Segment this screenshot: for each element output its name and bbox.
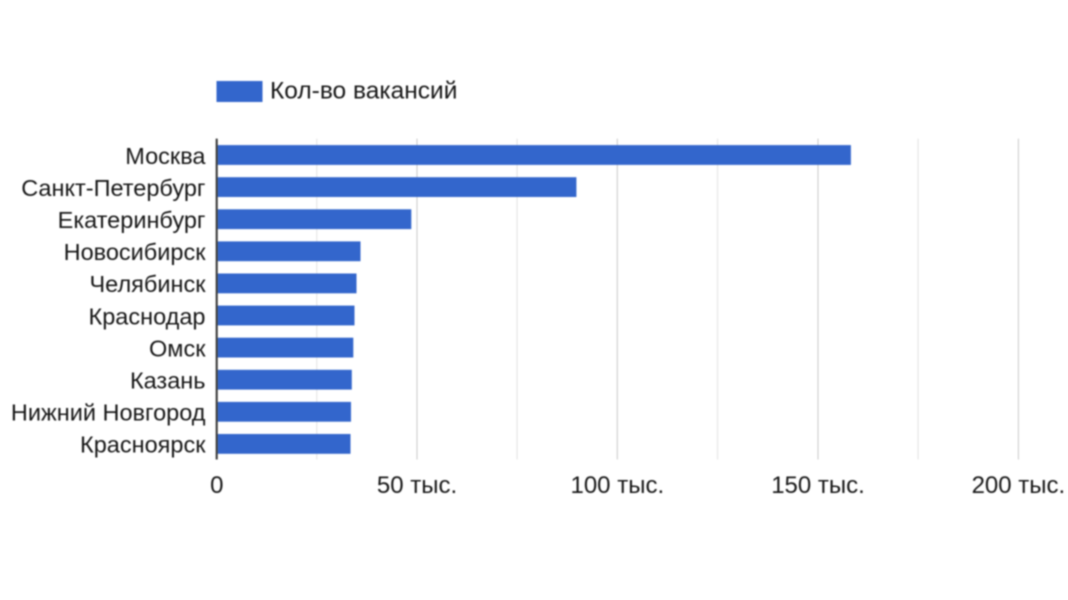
svg-text:Омск: Омск — [149, 335, 206, 361]
svg-text:Краснодар: Краснодар — [89, 303, 206, 329]
svg-text:Кол-во вакансий: Кол-во вакансий — [270, 78, 457, 105]
svg-text:150 тыс.: 150 тыс. — [771, 472, 865, 499]
svg-text:200 тыс.: 200 тыс. — [972, 472, 1066, 499]
svg-text:Нижний Новгород: Нижний Новгород — [11, 400, 206, 426]
svg-text:Челябинск: Челябинск — [90, 271, 207, 297]
svg-text:Москва: Москва — [125, 143, 206, 169]
svg-text:50 тыс.: 50 тыс. — [377, 472, 457, 499]
svg-text:0: 0 — [210, 472, 223, 499]
svg-text:Екатеринбург: Екатеринбург — [58, 207, 206, 233]
svg-text:Казань: Казань — [130, 368, 206, 394]
svg-text:100 тыс.: 100 тыс. — [570, 472, 664, 499]
svg-text:Новосибирск: Новосибирск — [64, 239, 207, 265]
svg-text:Санкт-Петербург: Санкт-Петербург — [21, 175, 205, 201]
svg-text:Красноярск: Красноярск — [80, 432, 206, 458]
